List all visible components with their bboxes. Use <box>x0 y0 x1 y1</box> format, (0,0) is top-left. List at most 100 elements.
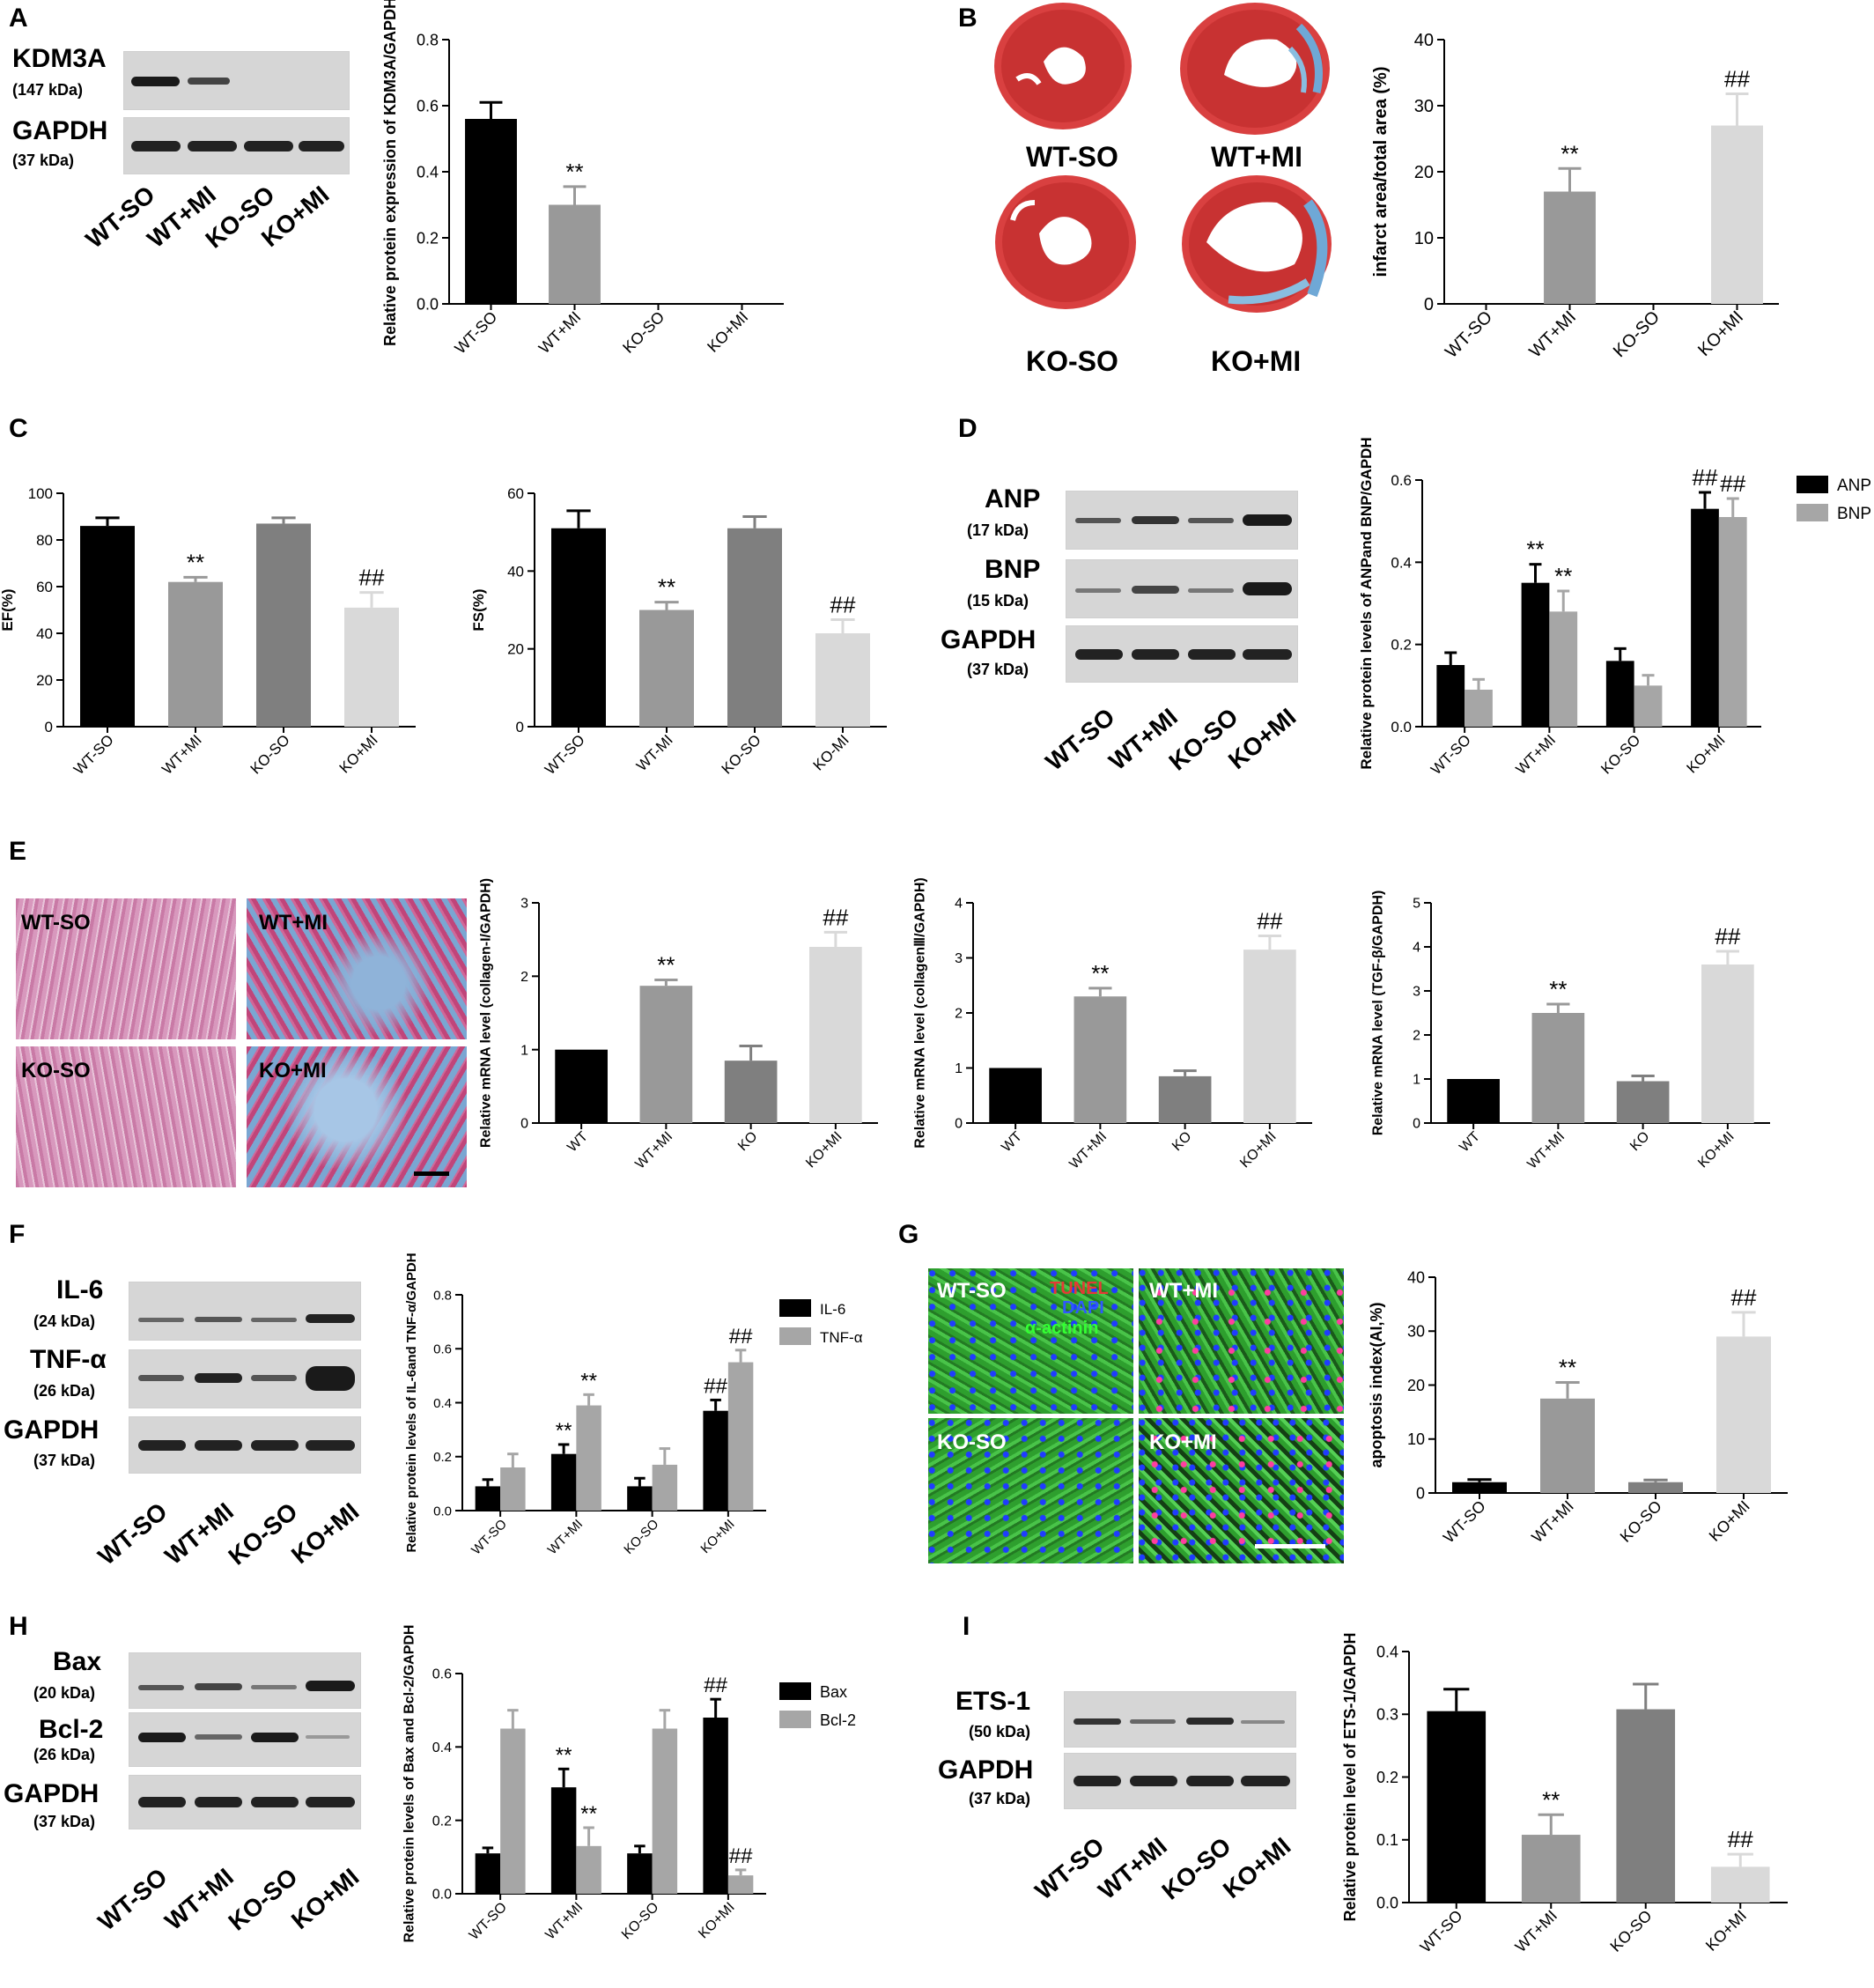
lane-label: KO-SO <box>223 1863 303 1936</box>
blot-band <box>306 1440 355 1451</box>
blot-row-name: ETS-1 <box>955 1687 1031 1716</box>
stain-label-tunel: TUNEL <box>1050 1279 1109 1298</box>
bar <box>1436 665 1465 727</box>
bar <box>576 1405 601 1511</box>
x-tick-label: WT+MI <box>1526 307 1581 362</box>
blot-row-name: GAPDH <box>4 1415 100 1445</box>
blot-band <box>1243 582 1292 595</box>
y-tick-label: 3 <box>520 897 528 912</box>
bar <box>1605 661 1634 727</box>
blot-strip <box>1066 559 1298 618</box>
heart-section-image <box>1180 3 1330 135</box>
y-tick-label: 0.2 <box>1376 1769 1398 1786</box>
y-tick-label: 0.2 <box>417 229 439 247</box>
y-tick-label: 60 <box>36 579 53 595</box>
lane-label: WT+MI <box>1093 1832 1172 1905</box>
bar <box>1521 582 1550 727</box>
x-tick-label: KO-SO <box>1610 307 1664 361</box>
x-tick-label: WT+MI <box>159 731 205 778</box>
significance-mark: ## <box>823 904 848 930</box>
significance-mark: ** <box>580 1369 597 1393</box>
y-axis-label: EF(%) <box>0 588 16 631</box>
lane-label: WT-SO <box>92 1497 173 1570</box>
y-tick-label: 1 <box>955 1061 963 1076</box>
bar <box>256 523 311 727</box>
y-axis-label: Relative protein expression of KDM3A/GAP… <box>381 0 399 346</box>
blot-band <box>1132 586 1179 594</box>
blot-band <box>1243 514 1292 526</box>
bar <box>1465 690 1493 727</box>
fluor-label: KO+MI <box>1149 1430 1217 1454</box>
x-tick-label: WT-SO <box>1417 1907 1466 1956</box>
blot-band <box>138 1375 184 1381</box>
bar <box>1634 685 1663 727</box>
blot-row-name: Bax <box>53 1647 102 1676</box>
scale-bar <box>1255 1544 1325 1548</box>
heart-section-image <box>995 175 1136 309</box>
legend-label: Bcl-2 <box>820 1711 856 1729</box>
blot-band <box>1130 1776 1177 1786</box>
y-axis-label: Relative mRNA level (collagenⅢ/GAPDH) <box>912 877 927 1148</box>
x-tick-label: KO-SO <box>1617 1497 1665 1546</box>
blot-band <box>251 1318 297 1322</box>
bar <box>1718 517 1747 727</box>
legend-label: TNF-α <box>820 1329 863 1346</box>
blot-strip <box>1066 491 1298 550</box>
bar <box>627 1486 653 1511</box>
blot-band <box>1188 649 1236 660</box>
y-tick-label: 0.0 <box>1376 1894 1398 1911</box>
histology-label: KO+MI <box>259 1059 327 1083</box>
significance-mark: ## <box>704 1374 727 1398</box>
significance-mark: ** <box>1091 960 1109 987</box>
bar <box>1540 1398 1595 1493</box>
lane-label: WT+MI <box>1103 703 1183 776</box>
blot-band <box>1132 649 1179 660</box>
y-tick-label: 40 <box>507 563 524 580</box>
bar <box>627 1853 653 1894</box>
y-tick-label: 10 <box>1414 229 1434 248</box>
blot-band <box>188 78 230 85</box>
significance-mark: ## <box>1724 66 1750 92</box>
heart-label: WT+MI <box>1211 141 1302 173</box>
blot-row-name: TNF-α <box>30 1345 107 1374</box>
significance-mark: ## <box>1731 1284 1757 1311</box>
heart-section-image <box>994 3 1132 129</box>
blot-band <box>138 1733 186 1742</box>
y-tick-label: 3 <box>955 951 963 966</box>
chart-c-fs: 0 20 40 60 FS(%) WT-SO WT-MI ** KO-SO KO-MI ## <box>470 485 887 778</box>
histology-image: WT+MI <box>247 898 467 1039</box>
blot-band <box>1241 1776 1290 1786</box>
blot-band <box>138 1440 186 1451</box>
x-tick-label: KO+MI <box>1237 1129 1280 1171</box>
bar <box>1628 1482 1683 1493</box>
blot-band <box>306 1735 350 1739</box>
bar <box>1521 1835 1581 1903</box>
x-tick-label: KO+MI <box>803 1129 845 1171</box>
bar <box>475 1486 501 1511</box>
y-tick-label: 20 <box>1414 163 1434 182</box>
y-tick-label: 0.6 <box>433 1342 452 1357</box>
lane-label: WT-SO <box>92 1863 173 1936</box>
x-tick-label: KO-SO <box>619 1900 661 1942</box>
chart-e-collagen-i: 0 1 2 3 Relative mRNA level (collagen-I/GAPD… <box>478 878 878 1172</box>
y-tick-label: 0.2 <box>433 1450 452 1465</box>
x-tick-label: WT <box>999 1129 1025 1156</box>
x-tick-label: WT-SO <box>70 731 117 778</box>
bar <box>703 1410 728 1511</box>
legend-swatch <box>1797 504 1828 521</box>
bar <box>652 1728 678 1894</box>
panel-label-g: G <box>898 1220 919 1249</box>
heart-section-image <box>1182 175 1332 313</box>
y-tick-label: 0.4 <box>432 1740 452 1755</box>
y-tick-label: 0.2 <box>432 1814 452 1829</box>
histology-label: WT-SO <box>21 911 91 935</box>
lane-label: WT+MI <box>159 1863 239 1936</box>
x-tick-label: KO+MI <box>336 731 381 776</box>
significance-mark: ** <box>556 1419 572 1443</box>
blot-row-name: BNP <box>985 555 1041 584</box>
bar <box>1452 1482 1507 1493</box>
significance-mark: ** <box>1559 1354 1576 1380</box>
bar <box>809 947 862 1123</box>
x-tick-label: WT+MI <box>1528 1497 1577 1547</box>
blot-band <box>251 1440 299 1451</box>
